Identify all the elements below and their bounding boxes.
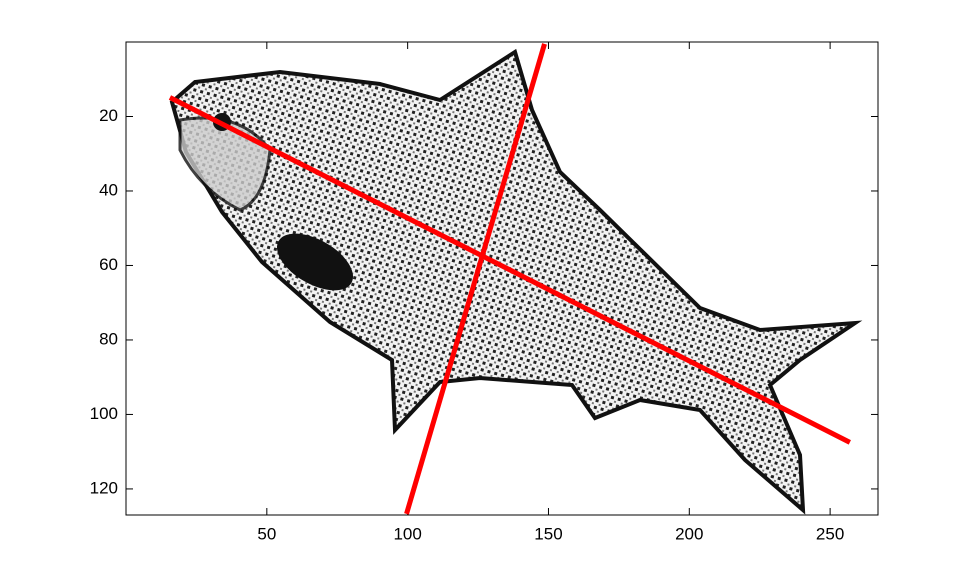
- x-tick-label: 100: [393, 524, 421, 543]
- y-tick-label: 20: [99, 106, 118, 125]
- y-tick-label: 60: [99, 255, 118, 274]
- y-tick-label: 80: [99, 329, 118, 348]
- line: [168, 95, 851, 445]
- axes-box: [125, 41, 879, 516]
- y-tick-label: 120: [90, 478, 118, 497]
- y-tick-label: 40: [99, 180, 118, 199]
- x-tick-label: 150: [534, 524, 562, 543]
- fish-image: [169, 48, 863, 515]
- y-tick-label: 100: [90, 404, 118, 423]
- line: [404, 43, 547, 515]
- x-tick-label: 250: [816, 524, 844, 543]
- x-tick-label: 200: [675, 524, 703, 543]
- x-tick-label: 50: [257, 524, 276, 543]
